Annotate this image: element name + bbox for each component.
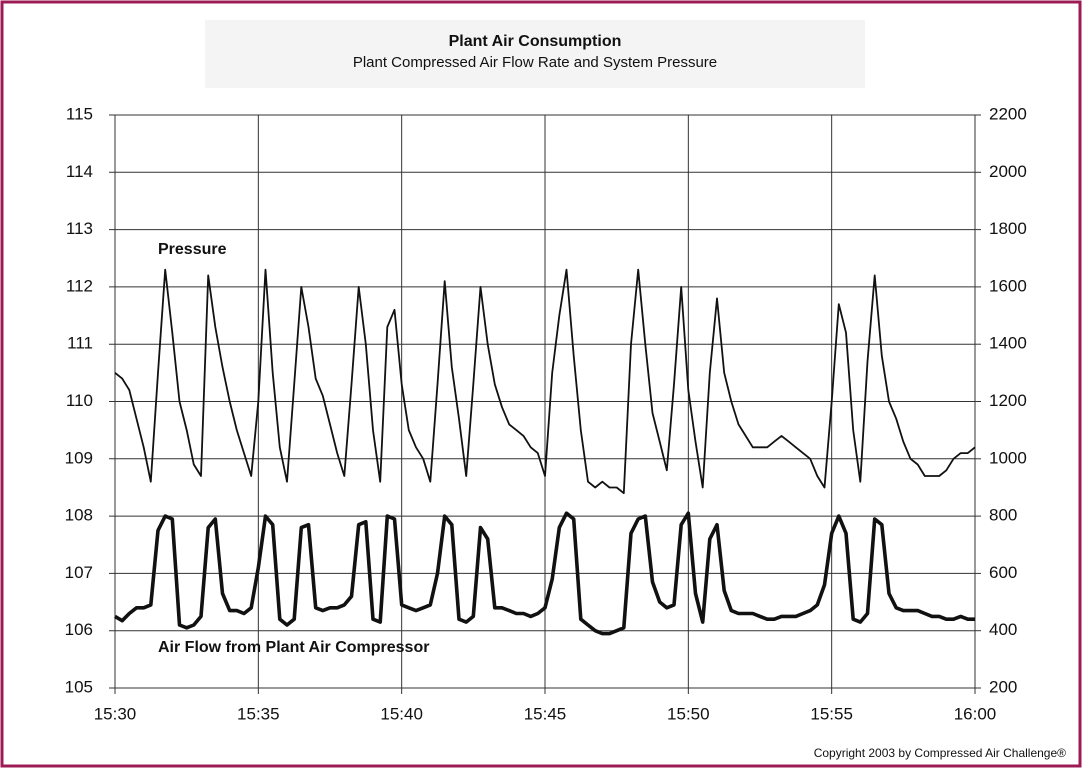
chart-title: Plant Air Consumption bbox=[449, 33, 622, 50]
y2-tick-label: 800 bbox=[989, 506, 1017, 525]
x-tick-label: 15:50 bbox=[667, 704, 710, 723]
series-label: Pressure bbox=[158, 241, 227, 258]
series-line bbox=[114, 511, 975, 636]
x-tick-label: 15:35 bbox=[237, 704, 280, 723]
y-tick-label: 110 bbox=[66, 391, 93, 410]
y-tick-label: 105 bbox=[65, 677, 93, 696]
y-tick-label: 114 bbox=[66, 162, 93, 181]
y-tick-label: 106 bbox=[65, 620, 93, 639]
y2-tick-label: 1600 bbox=[989, 276, 1027, 295]
copyright: Copyright 2003 by Compressed Air Challen… bbox=[814, 746, 1066, 760]
x-tick-label: 15:45 bbox=[524, 704, 567, 723]
y-tick-label: 109 bbox=[65, 448, 93, 467]
y-tick-label: 107 bbox=[65, 563, 93, 582]
y2-tick-label: 2200 bbox=[989, 104, 1027, 123]
y2-tick-label: 600 bbox=[989, 563, 1017, 582]
x-tick-label: 16:00 bbox=[954, 704, 997, 723]
y-tick-label: 113 bbox=[66, 219, 93, 238]
y2-tick-label: 200 bbox=[989, 677, 1017, 696]
title-box bbox=[205, 20, 865, 88]
x-tick-label: 15:40 bbox=[380, 704, 423, 723]
y2-tick-label: 2000 bbox=[989, 162, 1027, 181]
y2-tick-label: 1800 bbox=[989, 219, 1027, 238]
chart-subtitle: Plant Compressed Air Flow Rate and Syste… bbox=[353, 54, 717, 71]
y-tick-label: 112 bbox=[66, 276, 93, 295]
y-tick-label: 111 bbox=[67, 334, 93, 353]
x-tick-label: 15:30 bbox=[94, 704, 137, 723]
series-label: Air Flow from Plant Air Compressor bbox=[158, 639, 429, 656]
series-line bbox=[114, 268, 976, 495]
y2-tick-label: 400 bbox=[989, 620, 1017, 639]
y2-tick-label: 1200 bbox=[989, 391, 1027, 410]
y-tick-label: 108 bbox=[65, 506, 93, 525]
y2-tick-label: 1400 bbox=[989, 334, 1027, 353]
y-tick-label: 115 bbox=[66, 104, 93, 123]
y2-tick-label: 1000 bbox=[989, 448, 1027, 467]
x-tick-label: 15:55 bbox=[810, 704, 853, 723]
